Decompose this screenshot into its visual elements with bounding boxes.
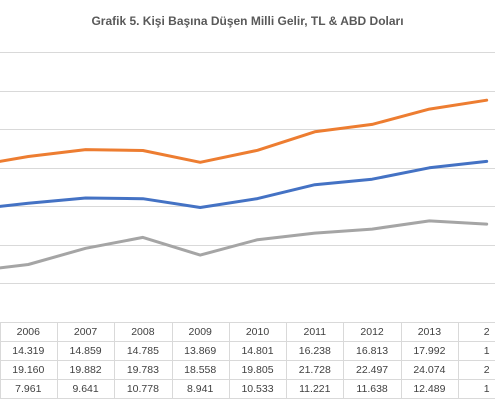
series-line-orange — [0, 98, 489, 164]
tick-label: 2010 — [246, 326, 270, 338]
data-label-orange: 18.558 — [184, 364, 216, 376]
tick-label: 2008 — [131, 326, 155, 338]
tick-label: 2009 — [189, 326, 213, 338]
data-label-gray: 12.489 — [413, 383, 445, 395]
tick-label: 2 — [484, 326, 490, 338]
data-label-blue: 13.869 — [184, 345, 216, 357]
data-label-blue: 16.813 — [356, 345, 388, 357]
data-label-orange: 19.805 — [241, 364, 273, 376]
data-label-orange: 19.783 — [127, 364, 159, 376]
tick-label: 2011 — [304, 326, 327, 338]
data-label-blue: 1 — [484, 345, 490, 357]
tick-label: 2006 — [17, 326, 41, 338]
data-label-gray: 10.778 — [127, 383, 159, 395]
data-label-orange: 22.497 — [356, 364, 388, 376]
data-label-orange: 21.728 — [299, 364, 331, 376]
data-label-orange: 2 — [484, 364, 490, 376]
data-label-blue: 17.992 — [413, 345, 445, 357]
data-label-blue: 14.319 — [12, 345, 44, 357]
tick-label: 2013 — [418, 326, 442, 338]
data-label-gray: 7.961 — [15, 383, 41, 395]
series-line-gray — [0, 219, 489, 270]
data-label-blue: 16.238 — [299, 345, 331, 357]
data-label-blue: 14.801 — [241, 345, 273, 357]
data-label-gray: 1 — [484, 383, 490, 395]
data-label-orange: 19.160 — [12, 364, 44, 376]
data-label-orange: 24.074 — [413, 364, 445, 376]
data-label-gray: 9.641 — [72, 383, 98, 395]
data-label-gray: 11.638 — [356, 383, 387, 395]
series-line-blue — [0, 159, 489, 209]
data-label-gray: 8.941 — [187, 383, 213, 395]
tick-label: 2007 — [74, 326, 98, 338]
data-label-gray: 10.533 — [241, 383, 273, 395]
data-label-blue: 14.859 — [70, 345, 102, 357]
chart-title: Grafik 5. Kişi Başına Düşen Milli Gelir,… — [91, 14, 404, 28]
tick-label: 2012 — [360, 326, 384, 338]
data-label-gray: 11.221 — [299, 383, 330, 395]
data-label-orange: 19.882 — [70, 364, 102, 376]
data-label-blue: 14.785 — [127, 345, 159, 357]
